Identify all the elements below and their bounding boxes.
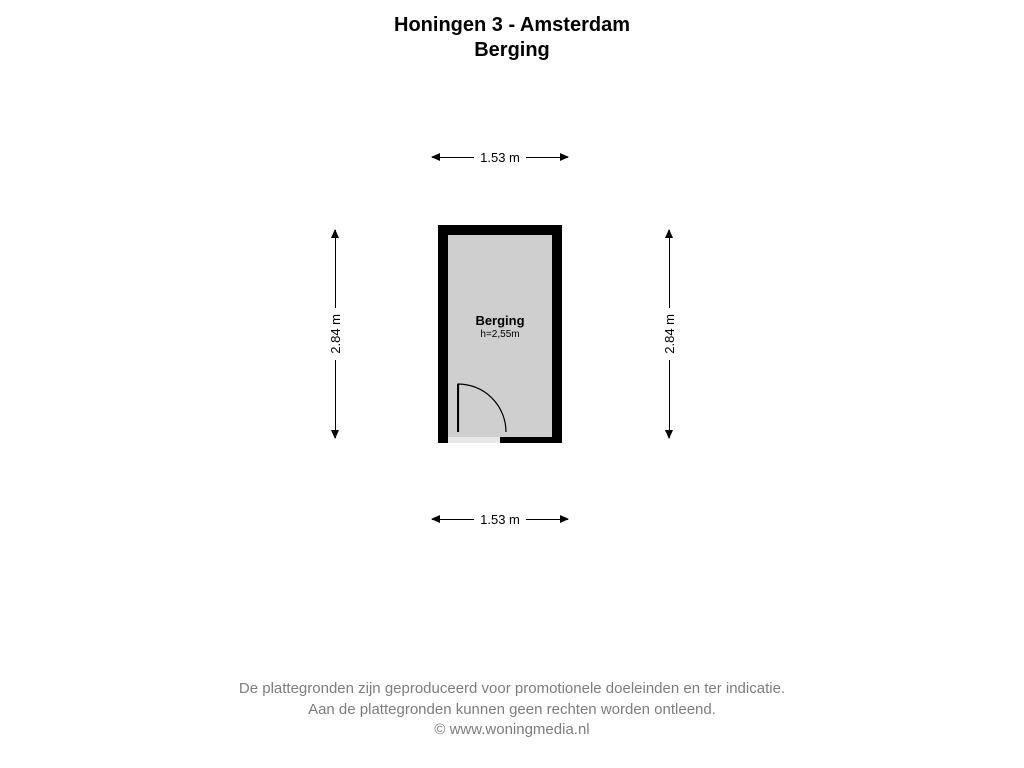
room-floor: Berging h=2,55m [448,235,552,437]
footer-line2: Aan de plattegronden kunnen geen rechten… [0,700,1024,720]
title-floor: Berging [0,39,1024,62]
header: Honingen 3 - Amsterdam Berging [0,14,1024,62]
footer-disclaimer: De plattegronden zijn geproduceerd voor … [0,679,1024,740]
dim-arrow-up [669,230,670,308]
dimension-bottom: 1.53 m [428,512,572,527]
dimension-right-value: 2.84 m [662,308,677,360]
room-height-label: h=2,55m [448,329,552,340]
dimension-left: 2.84 m [328,225,343,443]
dim-arrow-left [432,519,474,520]
dim-arrow-right [526,157,568,158]
room-wall: Berging h=2,55m [438,225,562,443]
dimension-left-value: 2.84 m [328,308,343,360]
dim-arrow-right [526,519,568,520]
floorplan: 1.53 m 2.84 m 2.84 m Berging h=2,55m [0,130,1024,610]
title-address: Honingen 3 - Amsterdam [0,14,1024,37]
dim-arrow-up [335,230,336,308]
footer-copyright: © www.woningmedia.nl [0,720,1024,740]
dimension-right: 2.84 m [662,225,677,443]
door-opening [448,437,500,443]
dim-arrow-down [669,360,670,438]
footer-line1: De plattegronden zijn geproduceerd voor … [0,679,1024,699]
room-label-group: Berging h=2,55m [448,313,552,340]
dimension-top: 1.53 m [428,150,572,165]
dimension-top-value: 1.53 m [474,150,526,165]
door-swing-icon [457,381,509,433]
room-name: Berging [448,313,552,328]
dimension-bottom-value: 1.53 m [474,512,526,527]
dim-arrow-down [335,360,336,438]
dim-arrow-left [432,157,474,158]
